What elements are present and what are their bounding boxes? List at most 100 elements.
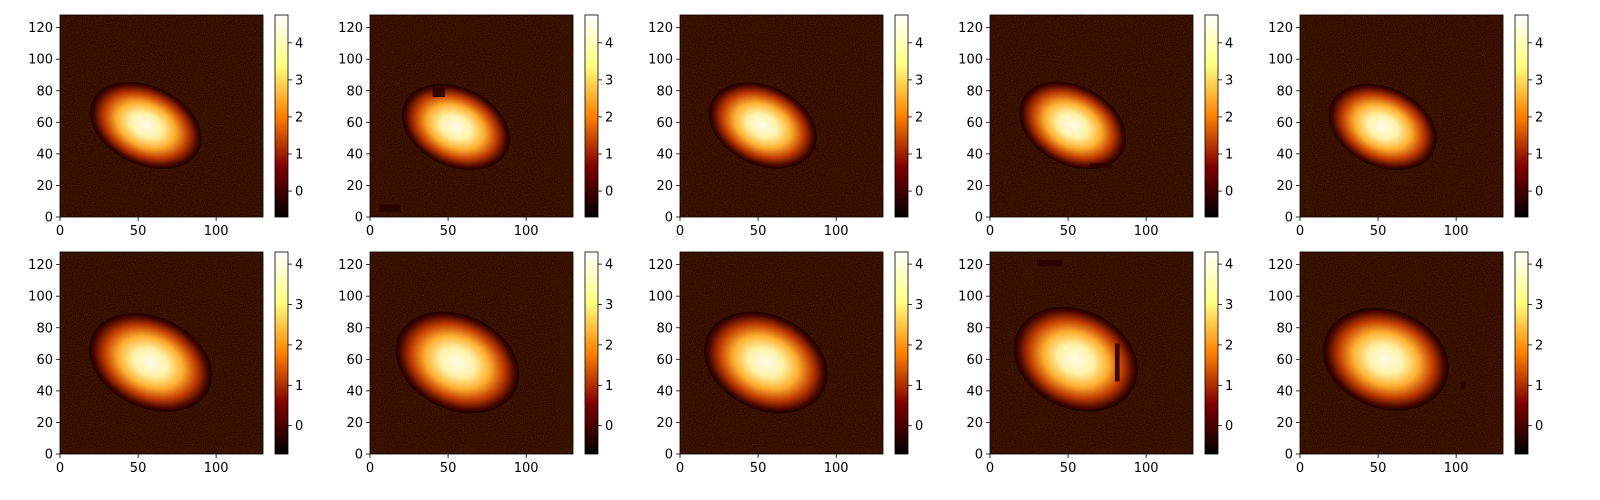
x-tick-label: 0 [366, 461, 374, 476]
y-tick-label: 120 [28, 21, 53, 36]
y-tick-label: 120 [648, 21, 673, 36]
x-tick-label: 50 [1060, 461, 1077, 476]
x-tick-label: 100 [1134, 224, 1159, 239]
intensity-blob [401, 84, 510, 171]
y-tick-label: 20 [36, 179, 53, 194]
heatmap-panel: 0 50 100 0 20 40 60 80 100 120 [958, 14, 1194, 239]
masked-artifact [1089, 163, 1112, 169]
y-tick-label: 0 [665, 448, 673, 463]
colorbar-tick-label: 1 [605, 379, 613, 394]
y-tick-label: 60 [1276, 116, 1293, 131]
y-tick-label: 80 [656, 321, 673, 336]
colorbar-tick-label: 2 [915, 110, 923, 125]
colorbar: 0 1 2 3 4 [584, 251, 613, 455]
heatmap-panel: 0 50 100 0 20 40 60 80 100 120 [1268, 251, 1504, 476]
colorbar: 0 1 2 3 4 [894, 14, 923, 218]
intensity-blob [1019, 81, 1127, 170]
colorbar-tick-label: 0 [915, 419, 923, 434]
y-tick-label: 0 [975, 211, 983, 226]
y-tick-label: 40 [1276, 147, 1293, 162]
colorbar-tick-label: 0 [1535, 185, 1543, 200]
y-tick-label: 20 [346, 179, 363, 194]
y-tick-label: 120 [28, 258, 53, 273]
heatmap-panel: 0 50 100 0 20 40 60 80 100 120 [958, 251, 1194, 476]
colorbar-gradient [274, 251, 289, 455]
y-tick-label: 20 [656, 179, 673, 194]
colorbar-gradient [1514, 14, 1529, 218]
colorbar-tick-label: 4 [1535, 36, 1543, 51]
x-tick-label: 50 [130, 461, 147, 476]
colorbar-tick-label: 2 [1535, 110, 1543, 125]
masked-artifact [1460, 381, 1466, 390]
axes-frame [1299, 251, 1504, 455]
axes-frame [59, 251, 264, 455]
y-tick-label: 60 [346, 116, 363, 131]
colorbar-tick-label: 4 [1225, 36, 1233, 51]
y-tick-label: 40 [36, 147, 53, 162]
y-tick-label: 100 [28, 290, 53, 305]
colorbar-gradient [894, 251, 909, 455]
heatmap-panel: 0 50 100 0 20 40 60 80 100 120 [28, 251, 264, 476]
x-tick-label: 50 [1370, 224, 1387, 239]
colorbar-gradient [274, 14, 289, 218]
colorbar-tick-label: 2 [915, 338, 923, 353]
masked-artifact [432, 87, 445, 98]
y-tick-label: 20 [966, 416, 983, 431]
axes-frame [679, 251, 884, 455]
x-tick-label: 100 [1444, 224, 1469, 239]
y-tick-label: 100 [338, 53, 363, 68]
colorbar-tick-label: 1 [1535, 147, 1543, 162]
masked-artifact [1114, 343, 1120, 382]
y-tick-label: 60 [966, 353, 983, 368]
heatmap-panel: 0 50 100 0 20 40 60 80 100 120 [648, 14, 884, 239]
x-tick-label: 100 [824, 461, 849, 476]
colorbar: 0 1 2 3 4 [894, 251, 923, 455]
colorbar-tick-label: 3 [1535, 73, 1543, 88]
x-tick-label: 100 [1134, 461, 1159, 476]
colorbar: 0 1 2 3 4 [274, 14, 303, 218]
x-tick-label: 100 [514, 224, 539, 239]
colorbar-tick-label: 0 [1225, 185, 1233, 200]
colorbar-tick-label: 0 [605, 185, 613, 200]
colorbar-tick-label: 0 [1535, 419, 1543, 434]
x-tick-label: 50 [1370, 461, 1387, 476]
colorbar-tick-label: 3 [1225, 73, 1233, 88]
colorbar: 0 1 2 3 4 [1514, 251, 1543, 455]
colorbar-gradient [1204, 14, 1219, 218]
y-tick-label: 100 [958, 290, 983, 305]
y-tick-label: 40 [656, 384, 673, 399]
y-tick-label: 120 [1268, 258, 1293, 273]
colorbar-tick-label: 3 [1225, 298, 1233, 313]
heatmap-panel: 0 50 100 0 20 40 60 80 100 120 [648, 251, 884, 476]
y-tick-label: 0 [355, 448, 363, 463]
y-tick-label: 0 [45, 211, 53, 226]
colorbar-tick-label: 3 [295, 73, 303, 88]
colorbar-tick-label: 2 [1225, 338, 1233, 353]
x-tick-label: 0 [1296, 461, 1304, 476]
colorbar-gradient [894, 14, 909, 218]
intensity-blob [1323, 308, 1449, 411]
x-tick-label: 100 [1444, 461, 1469, 476]
axes-frame [369, 14, 574, 218]
y-tick-label: 120 [648, 258, 673, 273]
y-tick-label: 0 [1285, 448, 1293, 463]
x-tick-label: 50 [750, 461, 767, 476]
colorbar: 0 1 2 3 4 [274, 251, 303, 455]
x-tick-label: 50 [130, 224, 147, 239]
x-tick-label: 0 [986, 461, 994, 476]
colorbar-tick-label: 1 [295, 379, 303, 394]
colorbar-tick-label: 1 [295, 147, 303, 162]
y-tick-label: 80 [656, 84, 673, 99]
y-tick-label: 80 [36, 321, 53, 336]
y-tick-label: 0 [355, 211, 363, 226]
y-tick-label: 60 [1276, 353, 1293, 368]
y-tick-label: 100 [958, 53, 983, 68]
y-tick-label: 0 [45, 448, 53, 463]
y-tick-label: 0 [665, 211, 673, 226]
heatmap-panel: 0 50 100 0 20 40 60 80 100 120 [28, 14, 264, 239]
colorbar-tick-label: 4 [915, 36, 923, 51]
colorbar-tick-label: 1 [915, 379, 923, 394]
colorbar-tick-label: 4 [295, 258, 303, 273]
y-tick-label: 20 [346, 416, 363, 431]
intensity-blob [395, 311, 520, 414]
